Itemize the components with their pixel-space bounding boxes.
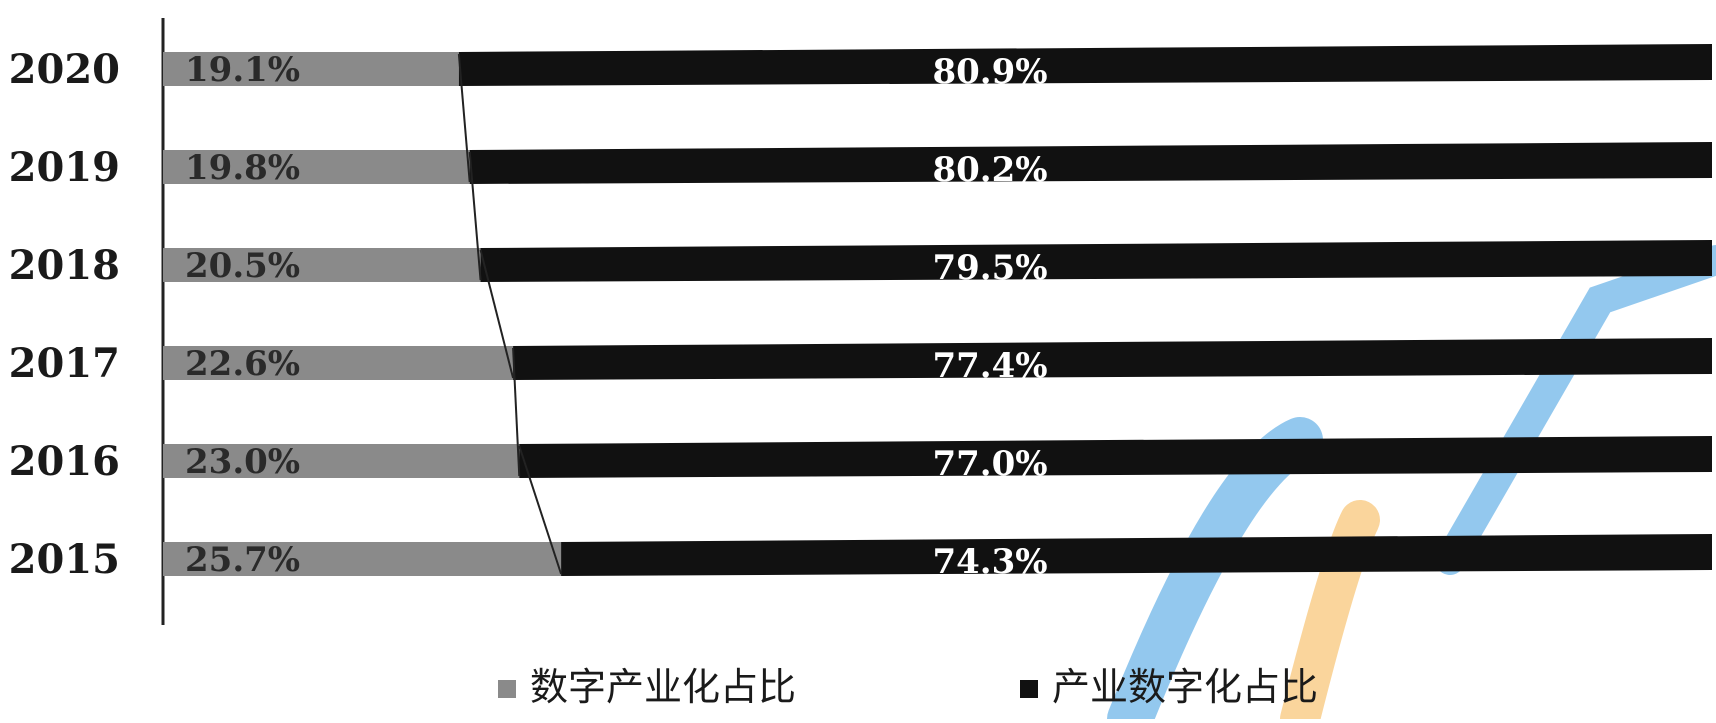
y-tick-label-2017: 2017 [9, 340, 120, 387]
data-label-industrial-digitization-2017: 77.4% [932, 346, 1047, 386]
bar-segment-industrial-digitization-2020 [458, 44, 1712, 86]
legend-label-light: 数字产业化占比 [530, 665, 796, 709]
split-connector-line [512, 347, 521, 477]
split-connector-line [479, 249, 515, 379]
data-label-industrial-digitization-2016: 77.0% [932, 444, 1047, 484]
data-label-industrial-digitization-2019: 80.2% [932, 150, 1047, 190]
bar-segment-industrial-digitization-2015 [561, 534, 1712, 576]
split-connector-line [518, 445, 563, 575]
bar-segment-digital-industrialization-2017 [163, 346, 514, 380]
bar-segment-digital-industrialization-2015 [163, 542, 562, 576]
data-label-industrial-digitization-2020: 80.9% [932, 52, 1047, 92]
data-label-industrial-digitization-2015: 74.3% [932, 542, 1047, 582]
bar-segment-digital-industrialization-2016 [163, 444, 520, 478]
y-tick-label-2016: 2016 [9, 438, 120, 485]
bar-segment-industrial-digitization-2017 [513, 338, 1712, 380]
legend-label-dark: 产业数字化占比 [1052, 665, 1318, 709]
watermark-logo [1107, 245, 1716, 723]
split-connector-line [468, 151, 482, 281]
bar-segment-industrial-digitization-2018 [480, 240, 1712, 282]
y-tick-label-2018: 2018 [9, 242, 120, 289]
watermark-stroke-blue [1435, 245, 1716, 575]
y-tick-label-2020: 2020 [9, 46, 120, 93]
data-label-digital-industrialization-2015: 25.7% [185, 540, 300, 580]
bar-segment-industrial-digitization-2019 [469, 142, 1712, 184]
y-tick-label-2015: 2015 [9, 536, 120, 583]
data-label-digital-industrialization-2019: 19.8% [185, 148, 300, 188]
bar-segment-digital-industrialization-2018 [163, 248, 481, 282]
data-label-digital-industrialization-2020: 19.1% [185, 50, 300, 90]
data-label-digital-industrialization-2018: 20.5% [185, 246, 300, 286]
legend-swatch-light [498, 680, 516, 698]
y-tick-label-2019: 2019 [9, 144, 120, 191]
data-label-digital-industrialization-2017: 22.6% [185, 344, 300, 384]
legend: 数字产业化占比 产业数字化占比 [498, 665, 1318, 709]
split-connector-line [457, 53, 471, 183]
legend-swatch-dark [1020, 680, 1038, 698]
bar-segment-industrial-digitization-2016 [519, 436, 1712, 478]
data-label-digital-industrialization-2016: 23.0% [185, 442, 300, 482]
data-label-industrial-digitization-2018: 79.5% [932, 248, 1047, 288]
bar-segment-digital-industrialization-2019 [163, 150, 470, 184]
bar-segment-digital-industrialization-2020 [163, 52, 459, 86]
watermark-arc-orange [1280, 500, 1380, 723]
